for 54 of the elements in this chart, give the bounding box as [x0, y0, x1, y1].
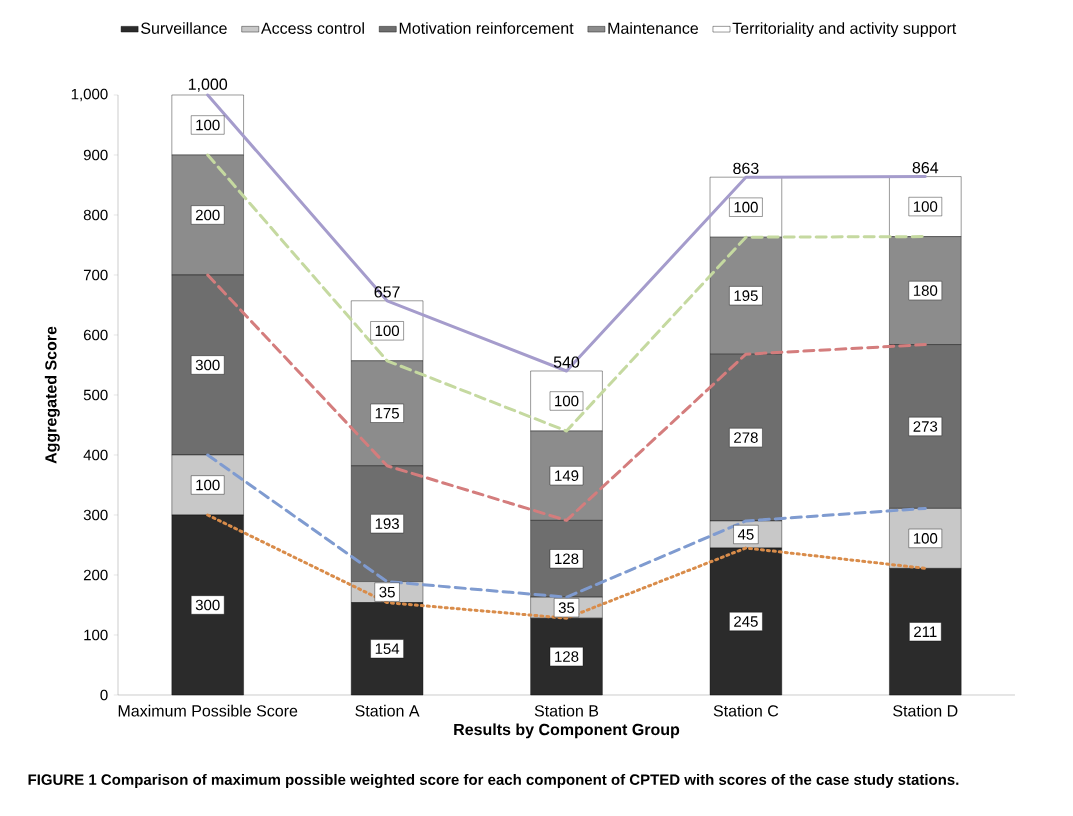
data-label: 200 — [195, 209, 220, 221]
total-label: 1,000 — [188, 78, 228, 92]
x-tick-label: Station C — [713, 704, 779, 717]
y-tick-label: 0 — [100, 689, 108, 701]
legend-label: Motivation reinforcement — [399, 22, 574, 34]
y-tick-label: 900 — [83, 149, 108, 161]
x-tick-label: Station D — [893, 704, 958, 717]
caption: FIGURE 1 Comparison of maximum possible weighted score for each component of CPTED with scores of the case study stations. — [28, 773, 959, 789]
data-label: 273 — [913, 421, 938, 432]
legend-label: Territoriality and activity support — [732, 22, 957, 38]
data-label: 100 — [555, 395, 579, 407]
x-tick-label: Station A — [355, 704, 420, 717]
data-label: 100 — [913, 533, 938, 544]
data-label: 35 — [379, 586, 395, 598]
data-label: 128 — [555, 651, 579, 662]
y-tick-label: 500 — [83, 389, 108, 401]
data-label: 45 — [737, 529, 754, 540]
x-tick-label: Maximum Possible Score — [118, 704, 298, 717]
legend-label: Surveillance — [141, 22, 227, 34]
y-tick-label: 1,000 — [71, 88, 108, 102]
data-label: 278 — [734, 432, 758, 443]
data-label: 175 — [375, 408, 399, 419]
data-label: 193 — [375, 518, 399, 529]
y-tick-label: 300 — [83, 509, 108, 521]
total-label: 540 — [553, 356, 580, 368]
data-label: 300 — [195, 599, 220, 611]
data-label: 128 — [555, 553, 579, 565]
data-label: 35 — [558, 602, 575, 613]
data-label: 180 — [913, 285, 938, 296]
y-tick-label: 400 — [83, 449, 108, 461]
data-label: 300 — [195, 359, 220, 371]
x-axis-title: Results by Component Group — [454, 723, 680, 739]
data-label: 100 — [375, 325, 400, 337]
data-label: 100 — [913, 201, 938, 212]
data-label: 100 — [734, 201, 758, 213]
legend-label: Maintenance — [608, 22, 699, 34]
data-label: 100 — [196, 479, 220, 491]
y-tick-label: 600 — [83, 329, 108, 341]
legend-label: Access control — [261, 22, 364, 34]
y-tick-label: 100 — [84, 629, 108, 641]
x-tick-label: Station B — [534, 704, 599, 717]
y-tick-label: 800 — [83, 209, 108, 221]
y-axis-title: Aggregated Score — [44, 326, 60, 464]
total-label: 864 — [912, 162, 939, 174]
total-label: 863 — [733, 162, 759, 174]
data-label: 100 — [196, 119, 220, 131]
data-label: 195 — [734, 290, 758, 301]
data-label: 149 — [555, 470, 579, 481]
data-label: 154 — [375, 643, 400, 655]
data-label: 245 — [734, 616, 758, 627]
data-label: 211 — [914, 626, 937, 637]
y-tick-label: 700 — [83, 269, 108, 281]
y-tick-label: 200 — [83, 569, 108, 581]
total-label: 657 — [374, 286, 400, 298]
